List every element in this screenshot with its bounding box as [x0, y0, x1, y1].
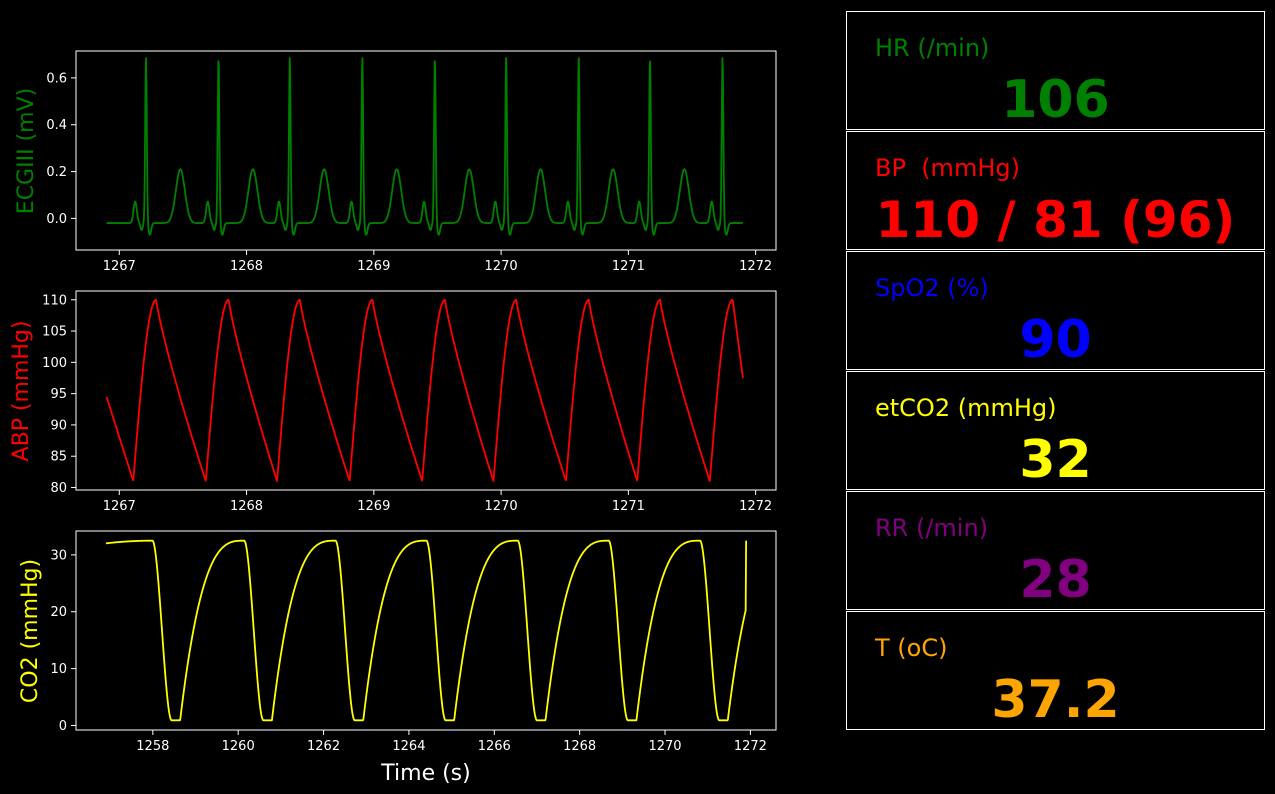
x-tick-label: 1270 — [485, 499, 518, 514]
x-tick-label: 1264 — [392, 739, 425, 754]
y-tick-label: 105 — [42, 325, 67, 340]
bp-value: 110 / 81 (96) — [875, 191, 1236, 249]
abp-plot: 1267 1268 1269 1270 1271 1272 80 85 90 95 100 105 11… — [42, 290, 777, 514]
y-tick-label: 80 — [50, 481, 67, 496]
x-tick-label: 1258 — [136, 739, 169, 754]
y-tick-label: 0.4 — [46, 118, 67, 133]
x-tick-label: 1272 — [739, 499, 772, 514]
spo2-value: 90 — [1019, 310, 1092, 370]
abp-axes-frame — [75, 290, 777, 491]
co2-waveform-line — [105, 539, 748, 722]
vital-panel-temp: T (oC) 37.2 — [846, 611, 1265, 730]
vital-panel-spo2: SpO2 (%) 90 — [846, 251, 1265, 370]
x-tick-label: 1262 — [307, 739, 340, 754]
hr-value: 106 — [1001, 70, 1110, 130]
etco2-label: etCO2 (mmHg) — [875, 394, 1057, 422]
x-tick-label: 1260 — [222, 739, 255, 754]
y-tick-label: 30 — [50, 548, 67, 563]
spo2-label: SpO2 (%) — [875, 274, 989, 302]
x-tick-label: 1272 — [739, 259, 772, 274]
y-tick-label: 0.6 — [46, 71, 67, 86]
rr-value: 28 — [1019, 550, 1092, 610]
x-tick-label: 1268 — [563, 739, 596, 754]
x-tick-label: 1267 — [103, 259, 136, 274]
y-tick-label: 100 — [42, 356, 67, 371]
co2-plot: 1258 1260 1262 1264 1266 1268 1270 1272 0 10 20 30 — [50, 530, 777, 754]
y-tick-label: 110 — [42, 293, 67, 308]
y-tick-label: 0.2 — [46, 165, 67, 180]
time-axis-label: Time (s) — [380, 761, 470, 786]
co2-axis-label: CO2 (mmHg) — [18, 559, 43, 703]
ecg-waveform-line — [106, 57, 744, 236]
ecg-axes-frame — [75, 50, 777, 251]
vital-panel-rr: RR (/min) 28 — [846, 491, 1265, 610]
x-tick-label: 1272 — [734, 739, 767, 754]
y-tick-label: 90 — [50, 418, 67, 433]
y-tick-label: 0 — [59, 719, 67, 734]
x-tick-label: 1270 — [648, 739, 681, 754]
y-tick-label: 0.0 — [46, 212, 67, 227]
temp-value: 37.2 — [991, 670, 1120, 730]
x-tick-label: 1271 — [612, 259, 645, 274]
x-tick-label: 1271 — [612, 499, 645, 514]
etco2-value: 32 — [1019, 430, 1092, 490]
abp-axis-label: ABP (mmHg) — [9, 321, 34, 462]
hr-label: HR (/min) — [875, 34, 990, 62]
y-tick-label: 20 — [50, 605, 67, 620]
x-tick-label: 1270 — [485, 259, 518, 274]
co2-axes-frame — [75, 530, 777, 731]
y-tick-label: 85 — [50, 450, 67, 465]
temp-label: T (oC) — [875, 634, 948, 662]
rr-label: RR (/min) — [875, 514, 989, 542]
ecg-plot: 1267 1268 1269 1270 1271 1272 0.0 0.2 0.4 0.6 — [46, 50, 777, 274]
y-tick-label: 95 — [50, 387, 67, 402]
ecg-axis-label: ECGIII (mV) — [14, 88, 39, 214]
vital-panel-etco2: etCO2 (mmHg) 32 — [846, 371, 1265, 490]
x-tick-label: 1266 — [478, 739, 511, 754]
x-tick-label: 1267 — [103, 499, 136, 514]
x-tick-label: 1269 — [357, 499, 390, 514]
vital-panel-hr: HR (/min) 106 — [846, 11, 1265, 130]
bp-label: BP (mmHg) — [875, 154, 1020, 182]
vital-panel-bp: BP (mmHg) 110 / 81 (96) — [846, 131, 1265, 250]
x-tick-label: 1269 — [357, 259, 390, 274]
x-tick-label: 1268 — [230, 259, 263, 274]
abp-waveform-line — [105, 298, 744, 482]
x-tick-label: 1268 — [230, 499, 263, 514]
y-tick-label: 10 — [50, 662, 67, 677]
